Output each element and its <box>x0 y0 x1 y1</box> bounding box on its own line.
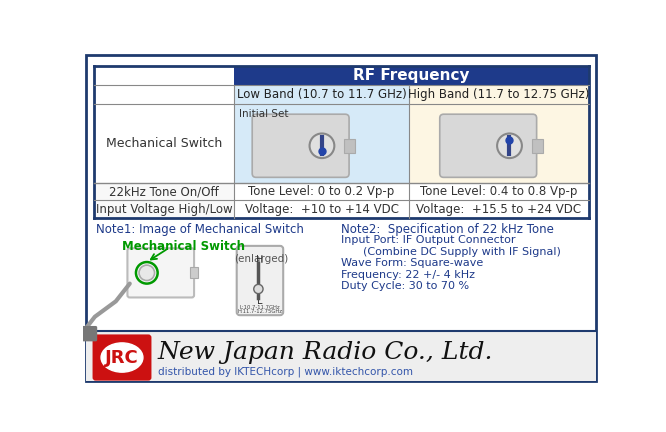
Circle shape <box>497 133 522 158</box>
FancyBboxPatch shape <box>93 334 151 381</box>
Text: 22kHz Tone On/Off: 22kHz Tone On/Off <box>109 185 219 198</box>
Text: L:10.7-11.7GHz: L:10.7-11.7GHz <box>240 305 280 310</box>
Text: (Combine DC Supply with IF Signal): (Combine DC Supply with IF Signal) <box>363 247 561 257</box>
Text: H:11.7-12.75GHz: H:11.7-12.75GHz <box>238 309 282 314</box>
Text: Note2:  Specification of 22 kHz Tone: Note2: Specification of 22 kHz Tone <box>341 223 554 236</box>
Text: Frequency: 22 +/- 4 kHz: Frequency: 22 +/- 4 kHz <box>341 270 476 280</box>
FancyBboxPatch shape <box>94 104 234 183</box>
FancyBboxPatch shape <box>532 139 543 152</box>
Text: Tone Level: 0.4 to 0.8 Vp-p: Tone Level: 0.4 to 0.8 Vp-p <box>420 185 577 198</box>
Text: Input Voltage High/Low: Input Voltage High/Low <box>96 203 232 216</box>
Text: H: H <box>256 255 264 265</box>
Text: (enlarged): (enlarged) <box>234 254 288 264</box>
Text: Mechanical Switch: Mechanical Switch <box>123 240 246 253</box>
FancyBboxPatch shape <box>94 200 234 218</box>
Text: Voltage:  +15.5 to +24 VDC: Voltage: +15.5 to +24 VDC <box>416 203 581 216</box>
Text: distributed by IKTECHcorp | www.iktechcorp.com: distributed by IKTECHcorp | www.iktechco… <box>158 366 413 377</box>
FancyBboxPatch shape <box>234 66 589 85</box>
FancyBboxPatch shape <box>409 85 589 104</box>
FancyBboxPatch shape <box>127 248 194 298</box>
Text: Initial Set: Initial Set <box>239 109 288 119</box>
Text: High Band (11.7 to 12.75 GHz): High Band (11.7 to 12.75 GHz) <box>408 88 589 101</box>
FancyBboxPatch shape <box>409 183 589 200</box>
Text: Duty Cycle: 30 to 70 %: Duty Cycle: 30 to 70 % <box>341 281 470 291</box>
FancyBboxPatch shape <box>252 114 349 178</box>
FancyBboxPatch shape <box>409 200 589 218</box>
Text: Tone Level: 0 to 0.2 Vp-p: Tone Level: 0 to 0.2 Vp-p <box>248 185 395 198</box>
FancyBboxPatch shape <box>409 104 589 183</box>
FancyBboxPatch shape <box>66 326 97 341</box>
FancyBboxPatch shape <box>234 200 409 218</box>
Text: Note1: Image of Mechanical Switch: Note1: Image of Mechanical Switch <box>96 223 304 236</box>
Text: RF Frequency: RF Frequency <box>353 68 470 83</box>
Text: Mechanical Switch: Mechanical Switch <box>106 137 222 150</box>
Text: Low Band (10.7 to 11.7 GHz): Low Band (10.7 to 11.7 GHz) <box>236 88 406 101</box>
Circle shape <box>139 265 155 280</box>
Text: L: L <box>257 296 262 306</box>
FancyBboxPatch shape <box>234 85 409 104</box>
FancyBboxPatch shape <box>234 183 409 200</box>
Text: Input Port: IF Output Connector: Input Port: IF Output Connector <box>341 235 516 245</box>
FancyBboxPatch shape <box>236 246 283 315</box>
Text: New Japan Radio Co., Ltd.: New Japan Radio Co., Ltd. <box>158 341 493 365</box>
FancyBboxPatch shape <box>94 183 234 200</box>
Circle shape <box>254 284 263 294</box>
Circle shape <box>310 133 334 158</box>
Text: Voltage:  +10 to +14 VDC: Voltage: +10 to +14 VDC <box>244 203 398 216</box>
FancyBboxPatch shape <box>344 139 355 152</box>
Text: Wave Form: Square-wave: Wave Form: Square-wave <box>341 258 484 268</box>
Ellipse shape <box>101 343 143 372</box>
FancyBboxPatch shape <box>87 331 596 381</box>
FancyBboxPatch shape <box>440 114 537 178</box>
FancyBboxPatch shape <box>190 267 198 278</box>
FancyBboxPatch shape <box>234 104 409 183</box>
Text: JRC: JRC <box>105 349 139 366</box>
FancyBboxPatch shape <box>87 55 596 381</box>
